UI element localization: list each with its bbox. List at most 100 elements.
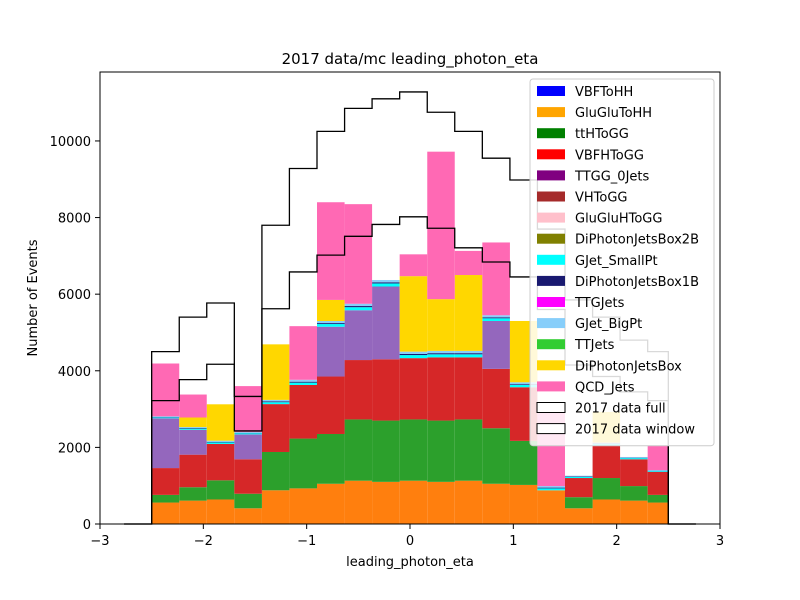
y-tick-label: 0 (83, 518, 91, 533)
legend: VBFToHH GluGluToHH ttHToGG VBFHToGG TTGG_0Je… (529, 78, 715, 447)
stack-layer-3-bar (261, 404, 290, 452)
series-qcd-jets-bar (647, 445, 669, 470)
series-gjet-smallpt-bar (372, 283, 400, 287)
series-gjet-smallpt-bar (179, 428, 207, 430)
series-gjet-bigpt-bar (289, 379, 317, 382)
x-tick-label: −3 (90, 534, 109, 549)
legend-swatch (537, 360, 565, 371)
series-gjet-smallpt-bar (647, 471, 669, 472)
series-gjet-bigpt-bar (344, 303, 373, 307)
legend-label: DiPhotonJetsBox2B (575, 233, 699, 248)
legend-swatch (537, 318, 565, 329)
series-gjet-smallpt-bar (151, 417, 180, 419)
plot-area (124, 91, 696, 525)
legend-swatch (537, 191, 565, 202)
series-diphotonjetsbox1b-bar (454, 353, 483, 355)
stack-layer-1-bar (565, 508, 593, 524)
series-qcd-jets-bar (482, 242, 510, 316)
stack-layer-3-bar (206, 443, 235, 481)
series-gjet-smallpt-bar (537, 488, 565, 491)
series-diphotonjetsbox1b-bar (372, 282, 400, 284)
series-gjet-bigpt-bar (261, 399, 290, 402)
stack-layer-1-bar (647, 502, 669, 524)
legend-swatch (536, 402, 566, 413)
stack-layer-1-bar (427, 481, 455, 524)
legend-swatch (537, 297, 565, 307)
legend-label: DiPhotonJetsBox (575, 359, 682, 374)
stack-layer-3-bar (620, 459, 648, 487)
stack-layer-3-bar (647, 471, 669, 495)
stack-layer-4-bar (234, 434, 262, 460)
stack-layer-1-bar (289, 488, 317, 524)
legend-swatch (537, 170, 565, 181)
legend-box (529, 78, 715, 447)
stack-layer-1-bar (537, 490, 565, 524)
stack-layer-2-bar (482, 428, 510, 484)
y-tick-label: 2000 (58, 441, 91, 456)
stack-layer-1-bar (206, 499, 235, 524)
stack-layer-2-bar (592, 478, 621, 500)
series-qcd-jets-bar (344, 204, 373, 304)
chart-title: 2017 data/mc leading_photon_eta (282, 50, 539, 69)
stack-layer-3-bar (454, 357, 483, 420)
series-gjet-smallpt-bar (289, 382, 317, 385)
series-gjet-smallpt-bar (509, 384, 538, 388)
stack-layer-2-bar (179, 487, 207, 501)
series-diphotonjetsbox1b-bar (509, 384, 538, 385)
series-diphotonjetsbox-bar (261, 344, 290, 400)
x-axis-label: leading_photon_eta (346, 555, 474, 570)
stack-layer-1-bar (179, 500, 207, 524)
legend-label: TTGJets (574, 296, 625, 311)
stack-layer-2-bar (261, 451, 290, 491)
series-gjet-bigpt-bar (179, 427, 207, 429)
series-diphotonjetsbox1b-bar (317, 323, 345, 325)
series-diphotonjetsbox1b-bar (482, 317, 510, 319)
series-diphotonjetsbox-bar (427, 299, 455, 351)
stack-layer-4-bar (151, 418, 180, 469)
stack-layer-2-bar (565, 497, 593, 509)
stack-layer-3-bar (179, 454, 207, 488)
stack-layer-1-bar (234, 508, 262, 524)
series-qcd-jets-bar (427, 151, 455, 300)
legend-label: TTGG_0Jets (574, 169, 650, 184)
legend-label: VBFToHH (575, 85, 633, 100)
y-axis-label: Number of Events (26, 239, 41, 356)
stack-layer-3-bar (289, 384, 317, 439)
legend-label: VBFHToGG (575, 148, 644, 163)
stack-layer-2-bar (344, 419, 373, 481)
series-gjet-smallpt-bar (454, 354, 483, 358)
series-gjet-bigpt-bar (234, 432, 262, 433)
stack-layer-2-bar (206, 480, 235, 500)
stack-layer-3-bar (317, 376, 345, 434)
legend-label: VHToGG (575, 191, 628, 206)
stack-layer-3-bar (565, 478, 593, 498)
series-diphotonjetsbox-bar (317, 299, 345, 321)
legend-swatch (537, 254, 565, 265)
series-qcd-jets-bar (454, 250, 483, 276)
legend-label: QCD_Jets (575, 380, 635, 395)
legend-swatch (536, 423, 566, 435)
series-gjet-bigpt-bar (482, 315, 510, 318)
y-tick-label: 6000 (58, 288, 91, 303)
x-tick-label: 1 (509, 534, 517, 549)
y-tick-label: 4000 (58, 365, 91, 380)
stack-layer-1-bar (592, 499, 621, 524)
stack-layer-4-bar (317, 326, 345, 377)
legend-label: 2017 data full (575, 402, 666, 417)
series-diphotonjetsbox1b-bar (399, 353, 428, 356)
series-gjet-smallpt-bar (317, 324, 345, 327)
series-gjet-bigpt-bar (317, 320, 345, 324)
series-diphotonjetsbox1b-bar (261, 401, 290, 403)
stack-layer-2-bar (427, 420, 455, 482)
series-diphotonjetsbox1b-bar (537, 487, 565, 489)
stack-layer-3-bar (427, 357, 455, 421)
stack-layer-1-bar (482, 483, 510, 524)
series-diphotonjetsbox-bar (454, 275, 483, 351)
series-gjet-smallpt-bar (261, 402, 290, 405)
axes: −3 −2 −1 0 1 2 3 0 2000 4000 6000 8000 10000 (50, 71, 724, 549)
series-gjet-smallpt-bar (565, 476, 593, 479)
series-gjet-bigpt-bar (647, 469, 669, 471)
stack-layer-3-bar (151, 468, 180, 495)
series-gjet-bigpt-bar (372, 279, 400, 283)
